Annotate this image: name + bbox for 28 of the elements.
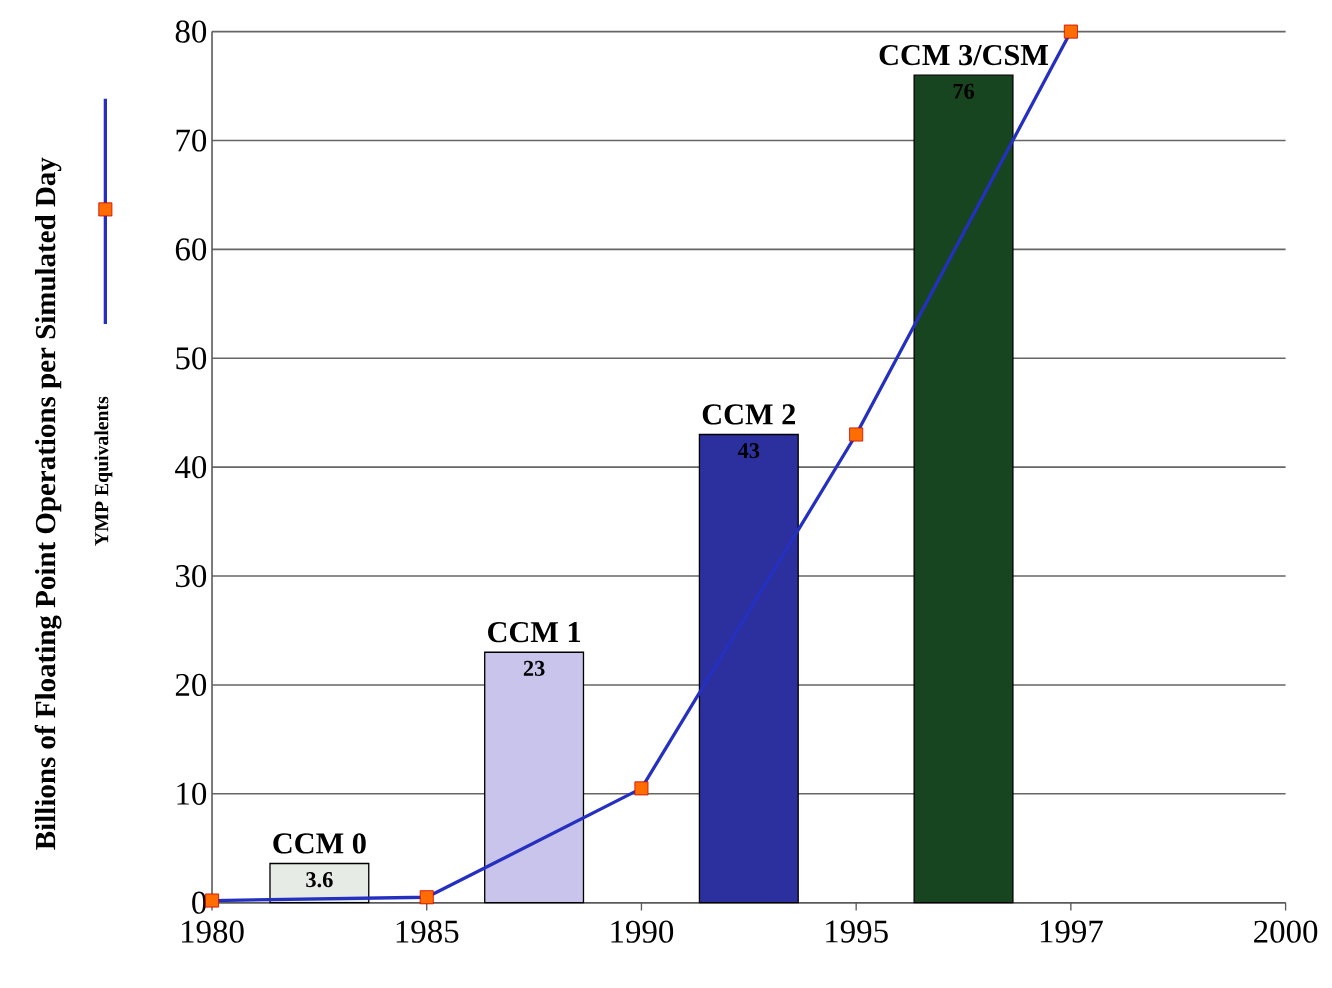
y-tick-label: 70 <box>176 129 207 152</box>
x-tick-label: 1995 <box>826 920 888 943</box>
y-tick-label: 20 <box>175 673 207 697</box>
y-tick-label: 10 <box>177 782 207 806</box>
data-label: 76 <box>953 83 975 99</box>
annotation: CCM 0 <box>273 833 366 854</box>
x-tick-label: 1997 <box>1040 920 1103 943</box>
data-label: 23 <box>523 661 545 677</box>
bar <box>913 74 1014 904</box>
y-tick-label: 80 <box>175 20 207 43</box>
y-tick-label: 60 <box>175 238 207 261</box>
annotation: CCM 1 <box>488 622 581 643</box>
text: YMP Equivalents <box>94 396 113 546</box>
bar <box>484 651 585 904</box>
x-tick-label: 1980 <box>181 920 244 943</box>
y-axis-title: Billions of Floating Point Operations per Simulated Day <box>34 157 62 850</box>
y-tick-label: 50 <box>176 347 207 370</box>
x-tick-label: 1985 <box>396 920 459 943</box>
bar <box>698 433 799 904</box>
annotation: CCM 2 <box>702 404 796 425</box>
data-label: 43 <box>737 443 760 459</box>
x-tick-label: 2000 <box>1254 920 1318 943</box>
annotation: CCM 3/CSM <box>879 45 1049 66</box>
data-label: 3.6 <box>306 872 333 888</box>
x-tick-label: 1990 <box>611 920 674 943</box>
y-tick-label: 30 <box>176 565 207 588</box>
y-tick-label: 0 <box>192 891 207 914</box>
y-tick-label: 40 <box>175 456 207 479</box>
